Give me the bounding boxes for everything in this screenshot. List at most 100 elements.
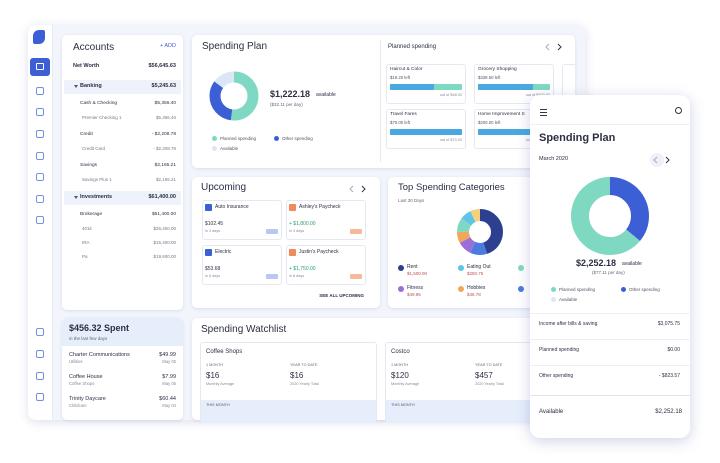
pager — [653, 156, 670, 164]
category-name: Fitness — [407, 285, 424, 291]
section-amount: - $2,208.78 — [151, 132, 176, 137]
category-amount: $250.75 — [467, 271, 484, 276]
divider — [530, 124, 690, 125]
menu-icon — [540, 109, 547, 110]
tile-bar-fill — [478, 84, 533, 90]
ring-segment — [209, 71, 259, 121]
period-value: $120 — [391, 371, 409, 380]
tile-bar-fill — [478, 129, 550, 135]
chevron-left — [349, 185, 354, 193]
txn-name: Charter Communications — [69, 352, 130, 358]
legend-label: Other spending — [629, 286, 660, 292]
legend-label: Planned spending — [220, 135, 257, 141]
nav-icon — [36, 372, 44, 380]
plan-available-label: available — [316, 92, 336, 98]
item-badge — [350, 274, 362, 279]
mobile-per-day: ($77.11 per day) — [592, 270, 625, 275]
period-value: $457 — [475, 371, 493, 380]
pager — [349, 185, 366, 193]
legend-dot — [212, 146, 217, 151]
section-name: Savings — [80, 163, 98, 168]
nav-icon — [36, 216, 44, 224]
group-total: $5,245.63 — [151, 83, 176, 89]
row-amount: - $823.57 — [658, 373, 680, 379]
item-due: in 8 days — [289, 274, 305, 278]
tile-name: Home Improvement S — [478, 112, 525, 117]
user-icon — [675, 107, 682, 114]
item-icon — [289, 204, 296, 211]
divider — [530, 339, 690, 340]
legend-dot — [212, 136, 217, 141]
planned-title: Planned spending — [388, 44, 437, 50]
row-amount: $0.00 — [667, 347, 680, 353]
category-name: Rent — [407, 264, 418, 270]
item-amount: + $1,750.00 — [289, 266, 316, 272]
spent-subtitle: in the last few days — [69, 336, 108, 341]
account-amount: $5,356.40 — [155, 115, 176, 120]
nav-icon — [36, 63, 44, 70]
prev-button — [650, 153, 664, 167]
upcoming-card — [192, 177, 380, 308]
divider — [380, 40, 381, 162]
period-label: YEAR TO DATE — [475, 363, 503, 367]
tile-left: $70.00 left — [390, 120, 411, 125]
period-label: 1 MONTH — [391, 363, 409, 367]
add-account[interactable]: + ADD — [159, 43, 176, 49]
ring-segment — [457, 209, 503, 255]
period-note: 2020 Yearly Total — [475, 382, 504, 386]
nav-icon — [36, 152, 44, 160]
legend-dot — [398, 265, 404, 271]
this-month-label: THIS MONTH — [391, 403, 415, 407]
tile-bar-fill — [390, 129, 462, 135]
divider — [530, 395, 690, 396]
plan-title: Spending Plan — [202, 41, 268, 52]
divider — [530, 313, 690, 314]
plan-available: $1,222.18 — [270, 89, 311, 99]
nav-icon — [36, 328, 44, 336]
account-name[interactable]: 401k — [82, 226, 92, 231]
account-name[interactable]: Premier Checking 1 — [82, 115, 122, 120]
account-name[interactable]: Credit Card — [82, 146, 106, 151]
see-all-upcoming[interactable]: SEE ALL UPCOMING — [319, 293, 364, 298]
account-name[interactable]: Savings Plus 1 — [82, 177, 112, 182]
txn-name: Coffee House — [69, 374, 103, 380]
item-amount: $53.68 — [205, 266, 221, 272]
this-month-label: THIS MONTH — [206, 403, 230, 407]
nav-icon — [36, 130, 44, 138]
account-name[interactable]: IRA — [82, 240, 90, 245]
group-row — [64, 191, 181, 205]
ring-segment — [457, 209, 503, 255]
top-title: Top Spending Categories — [398, 182, 505, 193]
nav-icon — [36, 350, 44, 358]
chevron-right — [665, 156, 670, 164]
legend-label: Available — [559, 296, 578, 302]
account-amount: $15,400.00 — [153, 240, 176, 245]
expand-arrow — [74, 85, 78, 88]
item-due: in 4 days — [289, 229, 305, 233]
category-amount: $49.95 — [407, 292, 421, 297]
item-amount: $102.45 — [205, 221, 224, 227]
item-name: Electric — [215, 249, 232, 255]
legend-dot — [458, 265, 464, 271]
spent-header — [62, 318, 183, 346]
spent-total: $456.32 Spent — [69, 323, 130, 333]
item-icon — [205, 249, 212, 256]
period-label: YEAR TO DATE — [290, 363, 318, 367]
watchlist-title: Spending Watchlist — [201, 324, 287, 335]
watch-name: Costco — [391, 349, 410, 355]
txn-name: Trinity Daycare — [69, 396, 106, 402]
category-name: Eating Out — [467, 264, 491, 270]
tile-left: $338.50 left — [478, 75, 501, 80]
account-name[interactable]: Pa — [82, 254, 88, 259]
row-label: Other spending — [539, 373, 574, 379]
total-amount: $2,252.18 — [655, 409, 682, 415]
item-badge — [266, 274, 278, 279]
chevron-left — [545, 43, 550, 51]
legend-label: Available — [220, 145, 239, 151]
section-amount: $61,400.00 — [151, 212, 176, 217]
nav-icon — [36, 87, 44, 95]
period-note: Monthly Average — [391, 382, 420, 386]
tile-bar-fill — [390, 84, 434, 90]
sidebar — [28, 25, 53, 420]
row-label: Planned spending — [539, 347, 580, 353]
